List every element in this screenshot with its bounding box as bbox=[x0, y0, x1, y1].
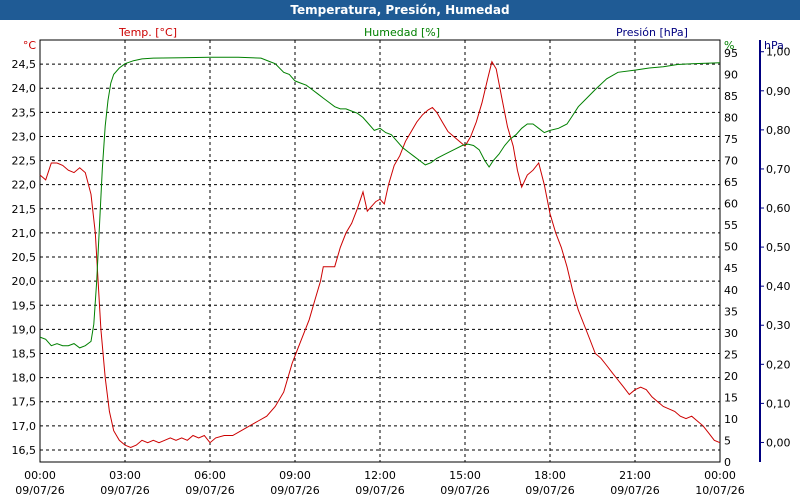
temp-tick-label: 24,5 bbox=[12, 58, 37, 71]
humidity-tick-label: 80 bbox=[724, 112, 738, 125]
humidity-tick-label: 50 bbox=[724, 241, 738, 254]
pressure-tick-label: 1,00 bbox=[766, 46, 791, 59]
temp-tick-label: 23,0 bbox=[12, 130, 37, 143]
temp-tick-label: 21,5 bbox=[12, 203, 37, 216]
humidity-tick-label: 20 bbox=[724, 370, 738, 383]
x-tick-time: 06:00 bbox=[194, 469, 226, 482]
humidity-tick-label: 95 bbox=[724, 47, 738, 60]
pressure-tick-label: 0,20 bbox=[766, 358, 791, 371]
humidity-tick-label: 70 bbox=[724, 155, 738, 168]
temp-tick-label: 19,0 bbox=[12, 323, 37, 336]
temp-tick-label: 21,0 bbox=[12, 227, 37, 240]
temp-tick-label: 18,0 bbox=[12, 372, 37, 385]
humidity-tick-label: 75 bbox=[724, 133, 738, 146]
temp-tick-label: 17,5 bbox=[12, 396, 37, 409]
series-line-humidity bbox=[39, 56, 721, 349]
humidity-tick-label: 40 bbox=[724, 284, 738, 297]
humidity-tick-label: 65 bbox=[724, 176, 738, 189]
temp-tick-label: 18,5 bbox=[12, 347, 37, 360]
humidity-tick-label: 45 bbox=[724, 262, 738, 275]
x-tick-time: 21:00 bbox=[619, 469, 651, 482]
x-tick-time: 09:00 bbox=[279, 469, 311, 482]
pressure-tick-label: 0,40 bbox=[766, 280, 791, 293]
x-tick-time: 18:00 bbox=[534, 469, 566, 482]
pressure-tick-label: 0,30 bbox=[766, 319, 791, 332]
pressure-tick-label: 0,00 bbox=[766, 436, 791, 449]
x-tick-date: 09/07/26 bbox=[100, 484, 149, 497]
x-tick-date: 09/07/26 bbox=[440, 484, 489, 497]
x-tick-date: 09/07/26 bbox=[15, 484, 64, 497]
pressure-tick-label: 0,80 bbox=[766, 124, 791, 137]
humidity-tick-label: 60 bbox=[724, 198, 738, 211]
x-tick-date: 09/07/26 bbox=[610, 484, 659, 497]
pressure-tick-label: 0,90 bbox=[766, 85, 791, 98]
temp-tick-label: 20,0 bbox=[12, 275, 37, 288]
legend-humidity: Humedad [%] bbox=[364, 26, 440, 39]
temp-tick-label: 16,5 bbox=[12, 444, 37, 457]
pressure-tick-label: 0,10 bbox=[766, 397, 791, 410]
temp-tick-label: 19,5 bbox=[12, 299, 37, 312]
temp-unit-label: °C bbox=[23, 39, 37, 52]
x-tick-date: 09/07/26 bbox=[185, 484, 234, 497]
humidity-tick-label: 55 bbox=[724, 219, 738, 232]
humidity-tick-label: 85 bbox=[724, 90, 738, 103]
temp-tick-label: 24,0 bbox=[12, 82, 37, 95]
pressure-unit-label: hPa bbox=[764, 39, 784, 52]
pressure-tick-label: 0,60 bbox=[766, 202, 791, 215]
temp-tick-label: 17,0 bbox=[12, 420, 37, 433]
pressure-tick-label: 0,70 bbox=[766, 163, 791, 176]
humidity-tick-label: 35 bbox=[724, 305, 738, 318]
humidity-unit-label: % bbox=[724, 39, 734, 52]
humidity-tick-label: 90 bbox=[724, 68, 738, 81]
humidity-tick-label: 30 bbox=[724, 327, 738, 340]
humidity-tick-label: 25 bbox=[724, 348, 738, 361]
x-tick-time: 15:00 bbox=[449, 469, 481, 482]
x-tick-date: 10/07/26 bbox=[695, 484, 744, 497]
temp-tick-label: 22,0 bbox=[12, 179, 37, 192]
x-tick-date: 09/07/26 bbox=[525, 484, 574, 497]
temp-tick-label: 20,5 bbox=[12, 251, 37, 264]
legend-temp: Temp. [°C] bbox=[118, 26, 177, 39]
humidity-tick-label: 15 bbox=[724, 391, 738, 404]
x-tick-time: 00:00 bbox=[704, 469, 736, 482]
x-tick-time: 00:00 bbox=[24, 469, 56, 482]
x-tick-time: 03:00 bbox=[109, 469, 141, 482]
series-line-temp bbox=[39, 60, 721, 449]
x-tick-date: 09/07/26 bbox=[355, 484, 404, 497]
humidity-tick-label: 0 bbox=[724, 456, 731, 469]
pressure-tick-label: 0,50 bbox=[766, 241, 791, 254]
legend-pressure: Presión [hPa] bbox=[616, 26, 688, 39]
temp-tick-label: 23,5 bbox=[12, 106, 37, 119]
temp-tick-label: 22,5 bbox=[12, 155, 37, 168]
chart-title: Temperatura, Presión, Humedad bbox=[0, 0, 800, 20]
humidity-tick-label: 10 bbox=[724, 413, 738, 426]
chart-area: 00:00 09/07/26 03:00 09/07/26 06:00 09/07/26 0… bbox=[12, 26, 791, 497]
x-tick-time: 12:00 bbox=[364, 469, 396, 482]
humidity-tick-label: 5 bbox=[724, 434, 731, 447]
x-tick-date: 09/07/26 bbox=[270, 484, 319, 497]
